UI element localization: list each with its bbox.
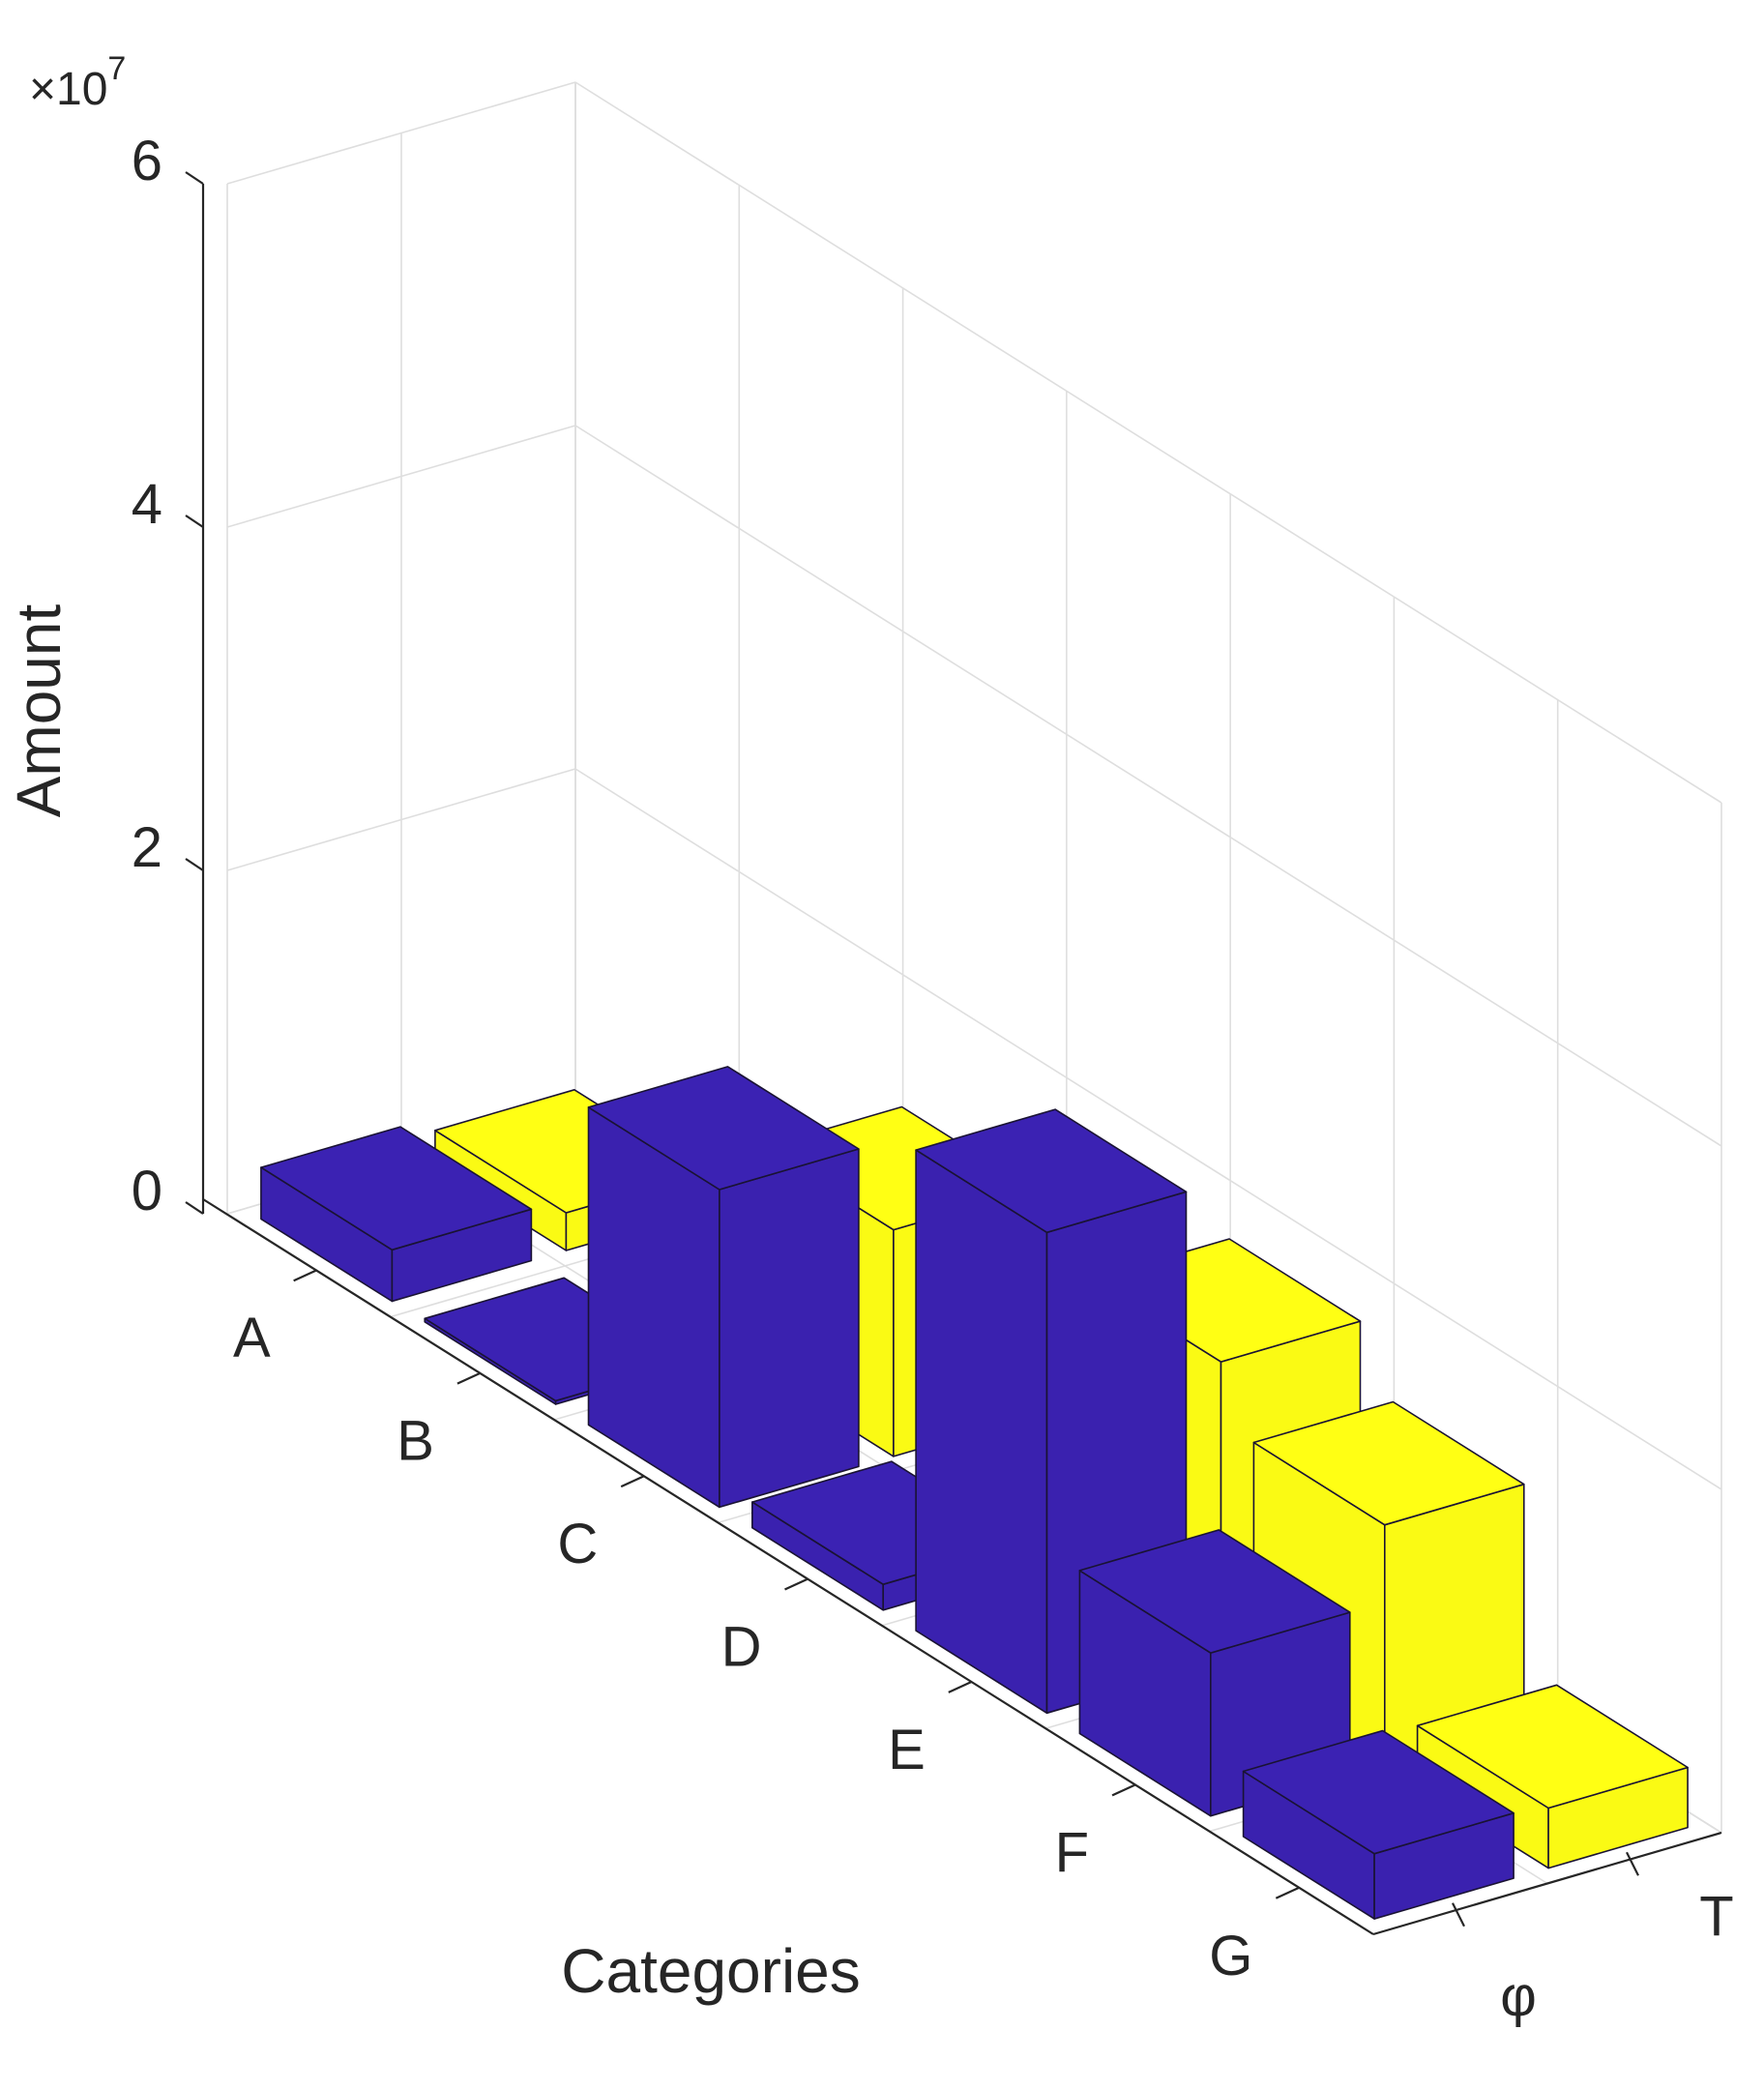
x-axis-tick [456, 1371, 482, 1385]
bar-layer [260, 1066, 1689, 1920]
depth-axis-line [1372, 1831, 1722, 1936]
bar-top-face [260, 1126, 533, 1251]
side-wall-z-gridline [574, 81, 1722, 804]
x-axis-tick [620, 1475, 645, 1488]
z-axis-tick [185, 858, 204, 871]
x-tick-label: D [721, 1616, 762, 1679]
z-tick-label: 0 [132, 1160, 162, 1222]
bar-top-face [1252, 1400, 1525, 1526]
x-tick-label: A [233, 1307, 271, 1369]
z-axis-tick [185, 171, 204, 185]
depth-axis-tick [1626, 1851, 1639, 1876]
label-layer: ×107 Amount Categories 0 2 4 6 A B C D E F Gφ T [4, 50, 1734, 2028]
bar-top-face [1242, 1729, 1514, 1855]
x-tick-label: G [1209, 1925, 1252, 1987]
x-axis-tick [1111, 1783, 1136, 1797]
z-axis-tick [185, 1201, 204, 1215]
bar-top-face [1416, 1684, 1689, 1809]
z-tick-label: 2 [132, 816, 162, 879]
z-axis-tick [185, 515, 204, 528]
x-tick-label: B [397, 1410, 434, 1473]
x-tick-label: C [557, 1513, 598, 1575]
bar-top-face [1078, 1529, 1351, 1654]
z-axis-label: Amount [4, 604, 74, 818]
bar-front-face [915, 1149, 1048, 1715]
z-tick-label: 6 [132, 130, 162, 192]
side-wall-z-gridline [574, 425, 1722, 1147]
x-axis-label: Categories [561, 1936, 861, 2006]
depth-axis-tick [1452, 1902, 1465, 1927]
z-scale-label: ×107 [29, 50, 126, 115]
x-axis-tick [948, 1680, 973, 1693]
z-scale-exponent: 7 [107, 50, 126, 87]
x-axis-tick [1275, 1886, 1300, 1899]
depth-tick-label: φ [1500, 1965, 1537, 2028]
x-axis-line [202, 1198, 1374, 1935]
axis-layer [185, 171, 1722, 1936]
bar-φ-C [587, 1066, 860, 1509]
depth-tick-label: T [1699, 1885, 1733, 1948]
bar-φ-G [1242, 1729, 1514, 1920]
bar-top-face [587, 1066, 860, 1191]
x-axis-tick [784, 1577, 808, 1591]
x-tick-label: E [888, 1719, 926, 1781]
bar-top-face [915, 1108, 1188, 1234]
x-axis-tick [293, 1269, 318, 1282]
bar-φ-A [260, 1126, 533, 1303]
x-tick-label: F [1055, 1821, 1089, 1884]
bar-side-face [719, 1148, 860, 1509]
side-wall-z-gridline [574, 768, 1722, 1490]
z-tick-label: 4 [132, 473, 162, 536]
